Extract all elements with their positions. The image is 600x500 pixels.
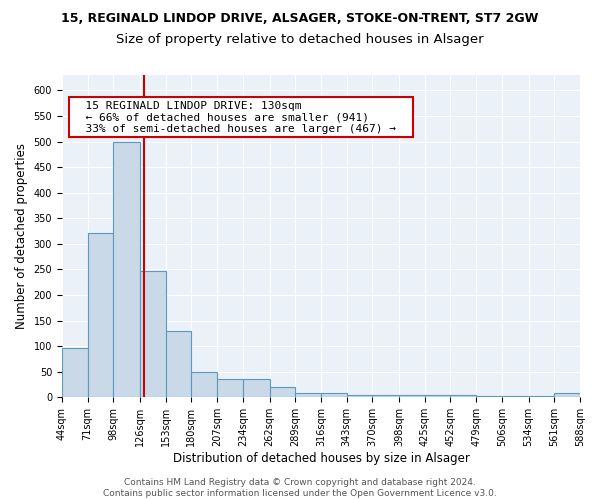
- Bar: [373, 395, 399, 398]
- Text: Contains HM Land Registry data © Crown copyright and database right 2024.
Contai: Contains HM Land Registry data © Crown c…: [103, 478, 497, 498]
- Bar: [140, 271, 166, 398]
- Y-axis label: Number of detached properties: Number of detached properties: [15, 143, 28, 329]
- Bar: [217, 380, 243, 398]
- Bar: [113, 142, 140, 398]
- Bar: [269, 387, 295, 398]
- Bar: [321, 394, 347, 398]
- Bar: [476, 396, 502, 398]
- Bar: [425, 395, 451, 398]
- Bar: [347, 395, 373, 398]
- Bar: [451, 395, 476, 398]
- Bar: [191, 372, 217, 398]
- Bar: [399, 395, 425, 398]
- Bar: [243, 380, 269, 398]
- Bar: [554, 394, 580, 398]
- Bar: [62, 348, 88, 398]
- Bar: [502, 396, 529, 398]
- X-axis label: Distribution of detached houses by size in Alsager: Distribution of detached houses by size …: [173, 452, 469, 465]
- Bar: [166, 331, 191, 398]
- Bar: [295, 394, 321, 398]
- Text: 15, REGINALD LINDOP DRIVE, ALSAGER, STOKE-ON-TRENT, ST7 2GW: 15, REGINALD LINDOP DRIVE, ALSAGER, STOK…: [61, 12, 539, 26]
- Bar: [529, 396, 554, 398]
- Bar: [88, 232, 113, 398]
- Text: 15 REGINALD LINDOP DRIVE: 130sqm  
  ← 66% of detached houses are smaller (941) : 15 REGINALD LINDOP DRIVE: 130sqm ← 66% o…: [73, 100, 410, 134]
- Text: Size of property relative to detached houses in Alsager: Size of property relative to detached ho…: [116, 32, 484, 46]
